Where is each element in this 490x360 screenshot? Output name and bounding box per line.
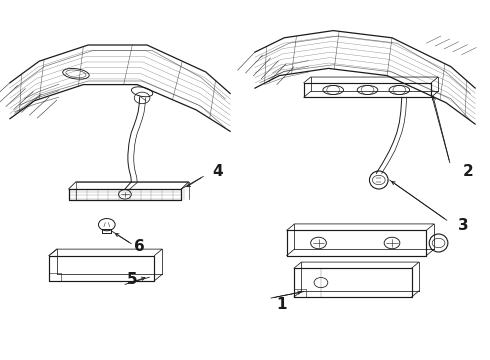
Text: 2: 2 bbox=[463, 163, 473, 179]
Text: 4: 4 bbox=[213, 163, 223, 179]
Text: 1: 1 bbox=[276, 297, 287, 312]
Text: 3: 3 bbox=[458, 217, 468, 233]
Text: 5: 5 bbox=[127, 271, 138, 287]
Text: 6: 6 bbox=[134, 239, 145, 254]
